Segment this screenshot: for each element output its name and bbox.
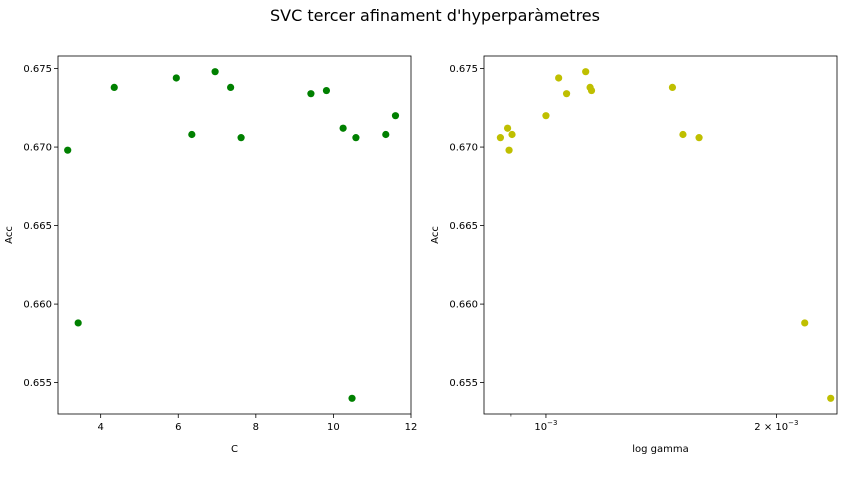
data-point [503,124,512,132]
data-point [562,90,571,98]
data-point [110,83,118,92]
axes-frame [57,55,412,415]
data-point [322,86,331,95]
x-tick-label: 8 [253,422,259,433]
y-tick-label: 0.660 [449,300,478,311]
x-axis-label: C [231,444,238,455]
x-axis-label: log gamma [632,444,689,455]
y-axis-label: Acc [4,226,15,244]
data-point [505,146,513,154]
data-point [348,394,356,402]
data-point [695,134,703,142]
data-point [64,146,72,154]
data-point [827,394,835,402]
x-tick-label: 2 × 10−3 [754,419,798,433]
data-point [587,86,596,95]
data-point [391,112,400,120]
y-tick-label: 0.665 [23,221,52,232]
data-point [801,319,809,327]
plot-log-gamma-vs-acc: 0.655 0.660 0.665 0.670 0.675 10−3 2 × 10−3 log… [430,55,838,455]
y-tick-label: 0.655 [23,378,52,389]
data-point [237,134,245,142]
data-point [352,134,360,142]
x-tick-label: 6 [175,422,181,433]
x-tick-label: 12 [405,422,418,433]
y-axis-label: Acc [430,226,441,244]
y-tick-label: 0.655 [449,378,478,389]
y-tick-label: 0.665 [449,221,478,232]
data-point [679,130,687,139]
y-tick-label: 0.670 [449,143,478,154]
figure-title: SVC tercer afinament d'hyperparàmetres [270,6,600,25]
data-point [188,130,196,139]
data-point [172,74,180,82]
data-point [307,90,315,98]
y-tick-label: 0.675 [449,64,478,75]
x-tick-label: 10−3 [534,419,557,433]
data-point [74,319,82,327]
data-point [339,124,347,132]
data-point [496,134,505,142]
data-point [555,74,563,82]
plot-c-vs-acc: 0.655 0.660 0.665 0.670 0.675 4 6 8 10 12 C Acc [4,55,418,455]
data-point [382,130,390,139]
data-point [211,68,219,76]
data-point [668,83,677,92]
data-point [542,112,550,120]
data-point [582,68,590,76]
y-tick-label: 0.670 [23,143,52,154]
x-tick-label: 4 [97,422,103,433]
axes-frame [483,55,838,415]
y-tick-label: 0.675 [23,64,52,75]
data-point [227,83,235,92]
data-point [508,130,516,139]
x-tick-label: 10 [327,422,340,433]
y-tick-label: 0.660 [23,300,52,311]
